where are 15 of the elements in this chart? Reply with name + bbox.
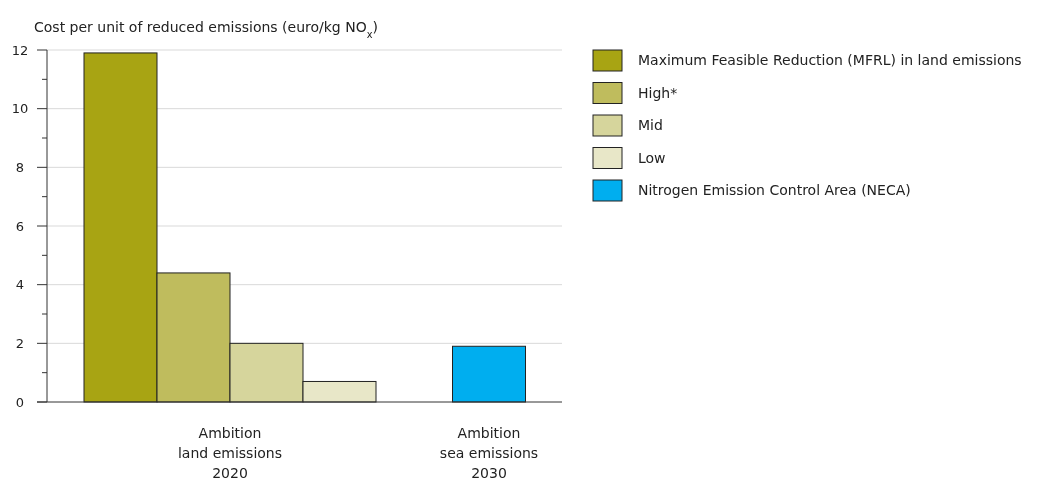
y-tick-label: 8 xyxy=(15,159,25,175)
y-tick-label: 4 xyxy=(15,277,25,293)
legend-label: Maximum Feasible Reduction (MFRL) in land emissions xyxy=(638,52,1022,69)
y-tick-label: 10 xyxy=(11,101,29,117)
y-tick-label: 0 xyxy=(15,394,25,410)
y-tick-label: 6 xyxy=(15,218,25,234)
x-tick-label: Ambition sea emissions 2030 xyxy=(439,425,539,481)
legend-label: High* xyxy=(638,84,678,101)
y-tick-label: 12 xyxy=(11,42,29,58)
y-axis-title: Cost per unit of reduced emissions (euro/kg NO$_{x}$) xyxy=(34,19,378,40)
legend-label: Low xyxy=(638,149,666,166)
legend-label: Nitrogen Emission Control Area (NECA) xyxy=(638,182,911,199)
legend-label: Mid xyxy=(638,117,663,134)
y-tick-label: 2 xyxy=(15,335,25,351)
x-tick-label: Ambition land emissions 2020 xyxy=(177,425,283,481)
